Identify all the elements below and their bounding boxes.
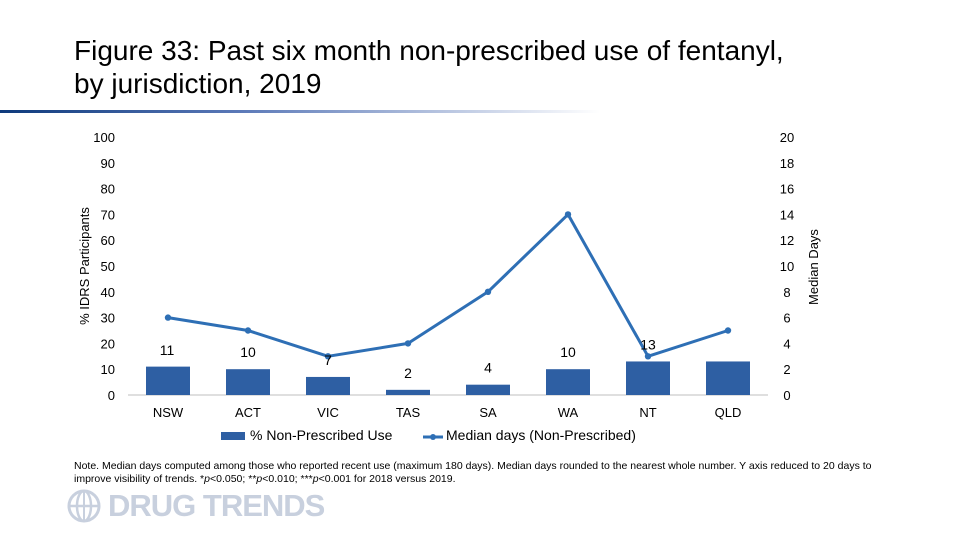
- chart-title-line2: by jurisdiction, 2019: [74, 68, 322, 99]
- bar: [306, 376, 350, 395]
- y-left-axis-title: % IDRS Participants: [77, 207, 92, 325]
- y-left-tick-label: 0: [108, 388, 115, 403]
- combo-chart: 0 10 20 30 40 50 60 70 80 90 100 0 2 4 6 8 10 12 14 16 18 20 N…: [77, 130, 821, 443]
- bar-data-label: 2: [404, 365, 412, 381]
- median-days-line: [167, 212, 729, 358]
- bar: [546, 369, 590, 395]
- x-tick-label: VIC: [317, 405, 339, 420]
- note-p-1: p: [204, 472, 210, 485]
- line-point: [564, 211, 572, 218]
- note-text-1: Note. Median days computed among those w…: [74, 460, 872, 485]
- y-right-tick-label: 20: [780, 130, 794, 145]
- chart-title: Figure 33: Past six month non-prescribed…: [74, 34, 934, 100]
- y-left-tick-label: 60: [101, 233, 115, 248]
- data-labels: 11 10 7 2 4 10 13: [160, 336, 656, 380]
- note-text-3: <0.010; ***: [262, 472, 313, 485]
- title-underline: [0, 110, 600, 113]
- note-p-2: p: [256, 472, 263, 485]
- bar-data-label: 10: [560, 344, 576, 360]
- x-tick-label: NSW: [153, 405, 184, 420]
- y-right-tick-label: 0: [783, 388, 790, 403]
- y-right-tick-label: 2: [783, 362, 790, 377]
- y-right-tick-label: 18: [780, 156, 794, 171]
- bar: [626, 361, 670, 395]
- y-right-tick-label: 16: [780, 182, 794, 197]
- legend-line-label: Median days (Non-Prescribed): [446, 427, 636, 443]
- x-tick-label: TAS: [396, 405, 421, 420]
- bar: [226, 369, 270, 395]
- legend-line-marker: [430, 434, 436, 440]
- y-left-tick-label: 30: [101, 311, 115, 326]
- y-left-tick-label: 80: [101, 182, 115, 197]
- y-right-tick-label: 8: [783, 285, 790, 300]
- note-p-3: p: [312, 472, 319, 485]
- y-left-tick-label: 20: [101, 336, 115, 351]
- bar: [386, 389, 430, 395]
- chart-axes: 0 10 20 30 40 50 60 70 80 90 100 0 2 4 6 8 10 12 14 16 18 20 N…: [77, 130, 821, 420]
- y-left-tick-label: 10: [101, 362, 115, 377]
- bar-data-label: 11: [160, 342, 175, 358]
- x-tick-label: NT: [639, 405, 656, 420]
- y-right-tick-label: 6: [783, 311, 790, 326]
- y-left-tick-label: 100: [93, 130, 115, 145]
- y-right-tick-label: 14: [780, 207, 794, 222]
- logo-text: DRUG TRENDS: [108, 488, 325, 523]
- bar: [706, 361, 750, 395]
- y-left-tick-label: 90: [101, 156, 115, 171]
- globe-logo-icon: [67, 489, 101, 523]
- line-point: [724, 327, 732, 334]
- legend-bar-label: % Non-Prescribed Use: [250, 427, 393, 443]
- x-tick-label: WA: [558, 405, 579, 420]
- bar-data-label: 13: [640, 336, 656, 352]
- bar: [466, 384, 510, 395]
- line-point: [244, 327, 252, 334]
- chart-title-line1: Figure 33: Past six month non-prescribed…: [74, 35, 784, 66]
- y-right-tick-label: 12: [780, 233, 794, 248]
- x-tick-label: SA: [479, 405, 497, 420]
- line-point: [644, 353, 652, 360]
- chart-legend: % Non-Prescribed Use Median days (Non-Pre…: [221, 427, 636, 443]
- x-tick-label: ACT: [235, 405, 261, 420]
- bar-series: [146, 361, 750, 395]
- y-right-axis-title: Median Days: [806, 229, 821, 305]
- bar-data-label: 10: [240, 344, 256, 360]
- line-point: [164, 314, 172, 321]
- line-point: [324, 353, 332, 360]
- y-left-tick-label: 50: [101, 259, 115, 274]
- note-text-4: <0.001 for 2018 versus 2019.: [318, 472, 456, 485]
- y-right-tick-label: 10: [780, 259, 794, 274]
- y-right-tick-label: 4: [783, 336, 790, 351]
- bar-data-label: 4: [484, 360, 492, 376]
- x-tick-label: QLD: [715, 405, 742, 420]
- chart-note: Note. Median days computed among those w…: [74, 460, 894, 485]
- note-text-2: <0.050; **: [209, 472, 257, 485]
- y-left-tick-label: 70: [101, 207, 115, 222]
- drug-trends-logo: DRUG TRENDS: [66, 488, 325, 524]
- line-series: [164, 211, 732, 360]
- bar-data-label: 7: [324, 352, 332, 368]
- line-point: [484, 288, 492, 295]
- line-point: [404, 340, 412, 347]
- legend-bar-swatch: [221, 432, 245, 440]
- y-left-tick-label: 40: [101, 285, 115, 300]
- bar: [146, 366, 190, 395]
